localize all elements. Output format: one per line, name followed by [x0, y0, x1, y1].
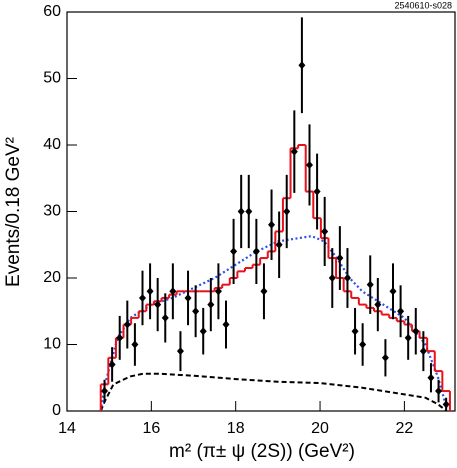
- data-point: [207, 300, 215, 309]
- y-tick-label: 10: [43, 336, 61, 353]
- data-point: [123, 320, 131, 329]
- data-point: [268, 220, 276, 229]
- data-point: [252, 247, 260, 256]
- data-point: [366, 280, 374, 289]
- x-tick-label: 14: [58, 420, 76, 437]
- data-point: [176, 347, 184, 356]
- data-point: [397, 307, 405, 316]
- data-point: [374, 300, 382, 309]
- x-tick-label: 18: [227, 420, 245, 437]
- y-tick-label: 40: [43, 136, 61, 153]
- data-point: [245, 207, 253, 216]
- data-point: [237, 207, 245, 216]
- data-point: [419, 347, 427, 356]
- data-point: [199, 327, 207, 336]
- data-point: [101, 387, 109, 396]
- x-tick-label: 22: [395, 420, 413, 437]
- data-point: [283, 207, 291, 216]
- data-point: [442, 400, 450, 409]
- data-point: [427, 373, 435, 382]
- data-point: [138, 293, 146, 302]
- data-point: [184, 293, 192, 302]
- annotation: 2540610-s028: [394, 0, 452, 10]
- data-point: [336, 254, 344, 263]
- plot-frame: [66, 11, 456, 412]
- data-point: [131, 340, 139, 349]
- data-point: [116, 333, 124, 342]
- x-tick-label: 20: [311, 420, 329, 437]
- data-point: [359, 340, 367, 349]
- data-point: [192, 307, 200, 316]
- data-point: [328, 274, 336, 282]
- y-tick-label: 30: [43, 203, 61, 220]
- data-point: [412, 327, 420, 336]
- x-axis-label: m² (π± ψ (2S)) (GeV²): [169, 441, 355, 462]
- y-tick-label: 20: [43, 269, 61, 286]
- y-tick-label: 0: [52, 402, 61, 419]
- y-tick-label: 60: [43, 3, 61, 20]
- data-point: [214, 287, 222, 296]
- data-point: [381, 353, 389, 362]
- data-point: [222, 320, 230, 329]
- data-point: [298, 61, 306, 70]
- data-point: [290, 147, 298, 156]
- data-point: [275, 240, 283, 249]
- data-point: [389, 287, 397, 296]
- data-point: [154, 300, 162, 309]
- x-tick-label: 16: [142, 420, 160, 437]
- data-point: [161, 313, 169, 322]
- data-point: [313, 187, 321, 196]
- y-tick-label: 50: [43, 70, 61, 87]
- data-point: [230, 247, 238, 256]
- data-point: [306, 160, 313, 169]
- data-point: [321, 227, 329, 236]
- data-point: [169, 287, 177, 296]
- data-point: [435, 387, 443, 396]
- data-point: [351, 327, 359, 336]
- y-axis-label: Events/0.18 GeV²: [3, 137, 24, 287]
- fit-curve: [99, 372, 448, 412]
- fit-curve: [99, 234, 448, 412]
- data-point: [108, 360, 116, 369]
- data-point: [343, 274, 351, 282]
- data-point: [404, 333, 412, 342]
- data-point: [146, 287, 154, 296]
- data-point: [260, 287, 268, 296]
